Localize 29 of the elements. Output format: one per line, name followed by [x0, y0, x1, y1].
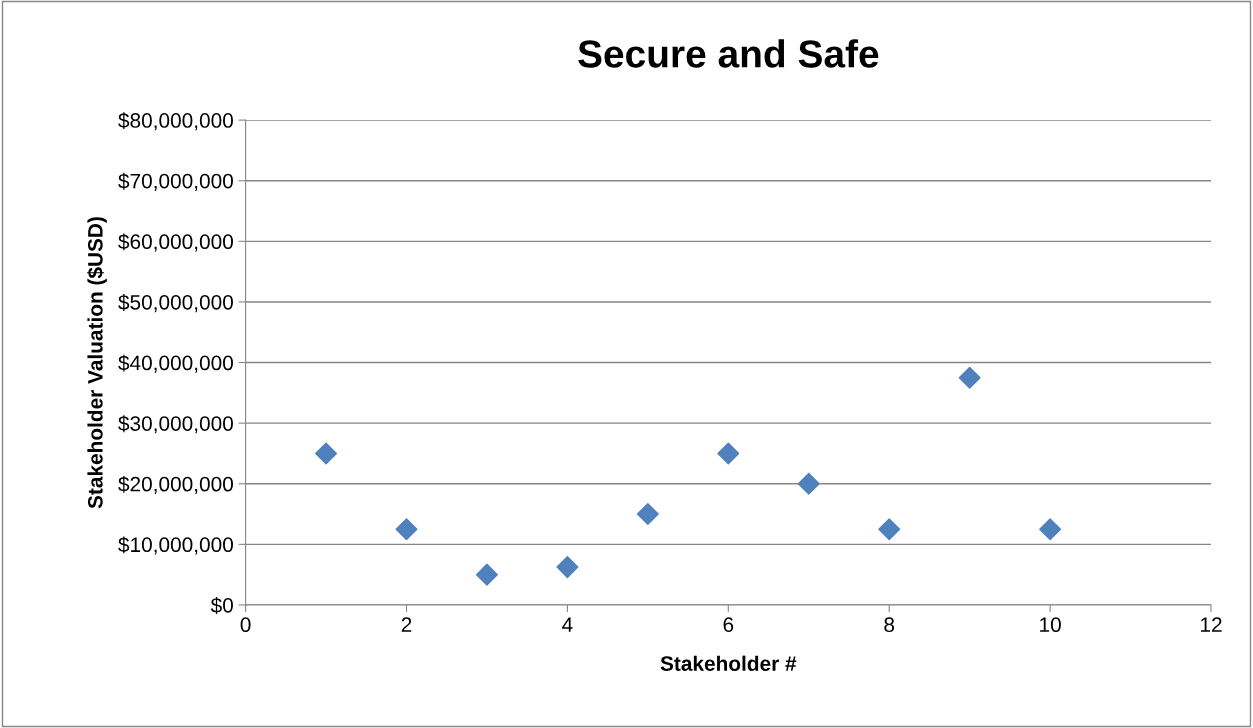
y-tick-label: $40,000,000 [118, 354, 233, 373]
x-tick-label: 6 [723, 617, 734, 633]
point [395, 518, 418, 541]
point [636, 503, 659, 526]
point [315, 442, 338, 465]
x-tick-label: 12 [1201, 617, 1222, 632]
y-tick-label: $10,000,000 [118, 536, 233, 555]
y-tick-label: $20,000,000 [118, 475, 233, 494]
y-tick-label: $30,000,000 [118, 415, 233, 434]
y-tick-label: $70,000,000 [118, 172, 233, 191]
point [475, 563, 498, 586]
y-tick-label: $60,000,000 [118, 233, 233, 252]
x-axis-title: Stakeholder # [660, 655, 797, 671]
x-tick-label: 2 [401, 617, 412, 632]
point [556, 556, 579, 579]
y-tick-label: $50,000,000 [118, 294, 233, 313]
point [797, 472, 820, 495]
point [1039, 518, 1062, 541]
x-tick-label: 8 [884, 617, 895, 633]
point [878, 518, 901, 541]
x-tick-label: 0 [240, 617, 251, 633]
point [958, 366, 981, 389]
x-tick-label: 10 [1040, 617, 1061, 633]
y-tick-label: $0 [210, 597, 233, 614]
chart-title: Secure and Safe [578, 39, 879, 68]
point [717, 442, 740, 465]
y-tick-label: $80,000,000 [118, 112, 233, 131]
y-axis-title: Stakeholder Valuation ($USD) [87, 217, 107, 509]
x-tick-label: 4 [562, 617, 573, 632]
